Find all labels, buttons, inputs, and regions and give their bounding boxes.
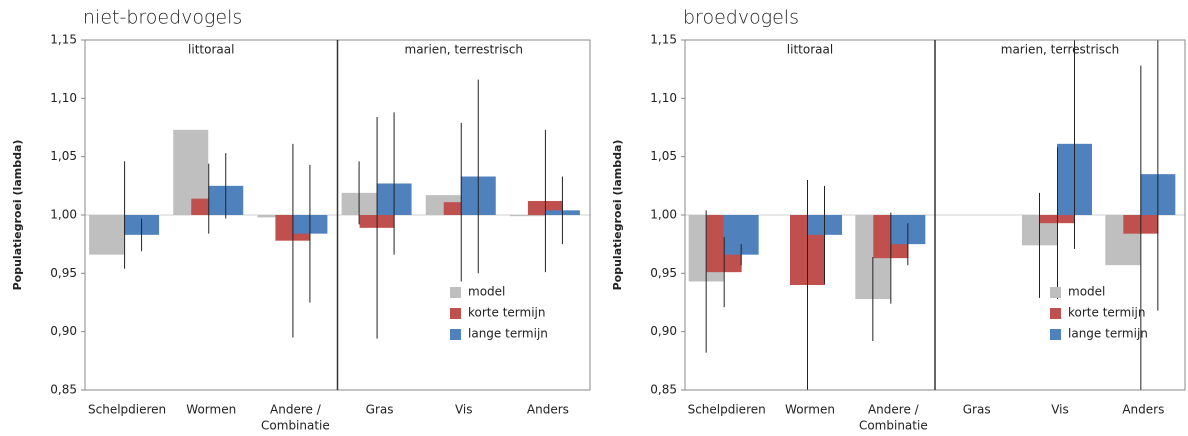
group-label: littoraal	[787, 43, 833, 57]
group-label: marien, terrestrisch	[405, 43, 523, 57]
plot	[89, 79, 580, 339]
x-tick-label: Vis	[455, 403, 473, 417]
x-tick-label: Schelpdieren	[688, 403, 766, 417]
legend-swatch	[450, 329, 461, 340]
x-tick-label: Wormen	[785, 403, 835, 417]
y-tick-label: 0,90	[650, 324, 677, 338]
bar	[89, 215, 125, 255]
legend-swatch	[1050, 308, 1061, 319]
legend-swatch	[450, 287, 461, 298]
x-tick-label: Anders	[1122, 403, 1164, 417]
y-tick-label: 0,95	[650, 266, 677, 280]
legend-label: lange termijn	[468, 327, 548, 341]
x-tick-label: Andere /	[868, 403, 920, 417]
y-tick-label: 1,15	[50, 33, 77, 47]
plot	[688, 40, 1176, 390]
y-axis-label: Populatiegroei (lambda)	[611, 140, 624, 291]
y-tick-label: 1,00	[50, 208, 77, 222]
legend-swatch	[1050, 329, 1061, 340]
bar	[509, 215, 545, 217]
legend-label: model	[468, 285, 505, 299]
legend-label: korte termijn	[1068, 306, 1145, 320]
group-label: marien, terrestrisch	[1001, 43, 1119, 57]
legend-label: model	[1068, 285, 1105, 299]
x-tick-label: Gras	[963, 403, 991, 417]
x-tick-label: Combinatie	[261, 419, 330, 433]
legend-swatch	[1050, 287, 1061, 298]
x-tick-label: Schelpdieren	[88, 403, 166, 417]
x-tick-label: Anders	[527, 403, 569, 417]
chart-title: niet-broedvogels	[83, 7, 242, 29]
group-label: littoraal	[188, 43, 234, 57]
y-tick-label: 0,85	[50, 383, 77, 397]
y-tick-label: 1,15	[650, 33, 677, 47]
y-tick-label: 1,10	[50, 91, 77, 105]
x-tick-label: Andere /	[270, 403, 322, 417]
legend-label: lange termijn	[1068, 327, 1148, 341]
y-tick-label: 0,90	[50, 324, 77, 338]
y-axis-label: Populatiegroei (lambda)	[11, 140, 24, 291]
y-tick-label: 1,00	[650, 208, 677, 222]
chart-title: broedvogels	[683, 7, 799, 29]
x-tick-label: Vis	[1051, 403, 1069, 417]
y-tick-label: 0,85	[650, 383, 677, 397]
bar	[257, 215, 293, 218]
x-tick-label: Gras	[366, 403, 394, 417]
y-tick-label: 1,05	[50, 149, 77, 163]
y-tick-label: 0,95	[50, 266, 77, 280]
x-tick-label: Wormen	[186, 403, 236, 417]
y-tick-label: 1,10	[650, 91, 677, 105]
x-tick-label: Combinatie	[859, 419, 928, 433]
legend-label: korte termijn	[468, 306, 545, 320]
y-tick-label: 1,05	[650, 149, 677, 163]
legend-swatch	[450, 308, 461, 319]
